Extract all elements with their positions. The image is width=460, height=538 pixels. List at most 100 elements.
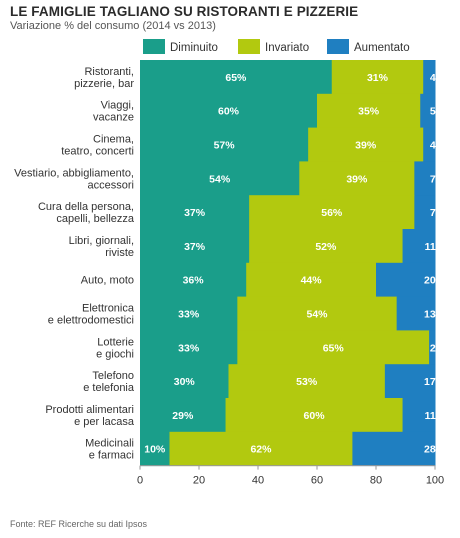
value-label-aumentato-8: 2%: [430, 342, 446, 354]
value-label-diminuito-1: 60%: [218, 106, 240, 118]
value-label-aumentato-3: 7%: [430, 173, 446, 185]
category-label-9-1: e telefonia: [83, 382, 135, 394]
x-tick-label-100: 100: [426, 475, 444, 487]
category-label-0-0: Ristoranti,: [84, 66, 134, 78]
category-label-9-0: Telefono: [92, 370, 134, 382]
bar-diminuito-1: [140, 93, 318, 129]
bar-diminuito-11: [140, 431, 170, 467]
bar-aumentato-6: [376, 262, 436, 298]
category-label-1-1: vacanze: [93, 112, 134, 124]
category-label-8-0: Lotterie: [97, 336, 134, 348]
value-label-diminuito-0: 65%: [225, 72, 247, 84]
value-label-invariato-0: 31%: [367, 72, 389, 84]
category-label-3-1: accessori: [88, 179, 134, 191]
bar-aumentato-9: [384, 364, 436, 399]
bar-invariato-3: [299, 161, 415, 196]
bar-invariato-2: [308, 127, 424, 162]
bar-invariato-8: [237, 330, 430, 365]
legend-label-aumentato: Aumentato: [354, 42, 410, 54]
value-label-diminuito-6: 36%: [183, 275, 205, 287]
value-label-aumentato-10: 11%: [425, 410, 446, 422]
category-label-11-1: e farmaci: [89, 450, 134, 462]
value-label-aumentato-7: 13%: [424, 309, 446, 321]
bar-diminuito-3: [140, 161, 300, 196]
category-label-2-0: Cinema,: [93, 134, 134, 146]
value-label-aumentato-0: 4%: [430, 72, 446, 84]
value-label-invariato-5: 52%: [315, 241, 337, 253]
category-label-4-1: capelli, bellezza: [56, 213, 135, 225]
bar-aumentato-2: [423, 127, 436, 162]
value-label-diminuito-7: 33%: [178, 309, 200, 321]
bar-aumentato-11: [352, 431, 436, 467]
bar-diminuito-7: [140, 296, 238, 331]
value-label-invariato-6: 44%: [301, 275, 323, 287]
bar-invariato-7: [237, 296, 398, 331]
value-label-aumentato-9: 17%: [424, 376, 446, 388]
chart-subtitle: Variazione % del consumo (2014 vs 2013): [10, 20, 216, 32]
bar-invariato-9: [228, 364, 386, 399]
value-label-invariato-2: 39%: [355, 140, 377, 152]
bar-diminuito-0: [140, 60, 333, 95]
bar-diminuito-2: [140, 127, 309, 162]
bar-diminuito-5: [140, 229, 250, 264]
category-label-2-1: teatro, concerti: [61, 146, 134, 158]
value-label-diminuito-3: 54%: [209, 173, 231, 185]
bar-aumentato-10: [402, 398, 436, 433]
x-tick-label-20: 20: [193, 475, 205, 487]
bar-invariato-4: [249, 195, 415, 230]
value-label-diminuito-9: 30%: [174, 376, 196, 388]
category-label-3-0: Vestiario, abbigliamento,: [14, 167, 134, 179]
x-tick-label-80: 80: [370, 475, 382, 487]
bar-invariato-10: [225, 398, 404, 433]
value-label-aumentato-11: 28%: [424, 444, 446, 456]
bar-aumentato-0: [423, 60, 436, 95]
legend-label-invariato: Invariato: [265, 42, 309, 54]
bar-invariato-0: [331, 60, 424, 95]
category-label-11-0: Medicinali: [85, 438, 134, 450]
value-label-invariato-9: 53%: [296, 376, 318, 388]
value-label-aumentato-2: 4%: [430, 140, 446, 152]
value-label-aumentato-1: 5%: [430, 106, 446, 118]
source-note: Fonte: REF Ricerche su dati Ipsos: [10, 519, 148, 529]
legend-swatch-aumentato: [327, 39, 349, 54]
stacked-bar-chart: Diminuito Invariato Aumentato 65% 31% 4% Risto…: [14, 39, 446, 487]
value-label-diminuito-8: 33%: [178, 342, 200, 354]
category-label-0-1: pizzerie, bar: [74, 78, 134, 90]
category-label-1-0: Viaggi,: [101, 100, 134, 112]
value-label-invariato-7: 54%: [306, 309, 328, 321]
category-label-4-0: Cura della persona,: [38, 201, 134, 213]
value-label-invariato-3: 39%: [346, 173, 368, 185]
value-label-diminuito-4: 37%: [184, 207, 206, 219]
bar-invariato-1: [317, 93, 421, 129]
value-label-invariato-1: 35%: [358, 106, 380, 118]
bar-diminuito-6: [140, 262, 247, 298]
bar-aumentato-3: [414, 161, 436, 196]
category-label-5-0: Libri, giornali,: [69, 235, 134, 247]
value-label-aumentato-4: 7%: [430, 207, 446, 219]
x-tick-label-40: 40: [252, 475, 264, 487]
bar-diminuito-4: [140, 195, 250, 230]
bar-invariato-5: [249, 229, 404, 264]
value-label-diminuito-2: 57%: [214, 140, 236, 152]
bar-aumentato-8: [429, 330, 436, 365]
value-label-diminuito-5: 37%: [184, 241, 206, 253]
legend-swatch-invariato: [238, 39, 260, 54]
value-label-diminuito-11: 10%: [144, 444, 166, 456]
value-label-aumentato-5: 11%: [425, 241, 446, 253]
bar-invariato-11: [169, 431, 353, 467]
x-tick-label-0: 0: [137, 475, 143, 487]
x-tick-label-60: 60: [311, 475, 323, 487]
value-label-invariato-8: 65%: [323, 342, 345, 354]
category-label-7-1: e elettrodomestici: [48, 315, 134, 327]
bar-aumentato-4: [414, 195, 436, 230]
value-label-diminuito-10: 29%: [172, 410, 194, 422]
legend-label-diminuito: Diminuito: [170, 42, 218, 54]
bar-diminuito-8: [140, 330, 238, 365]
chart-title: LE FAMIGLIE TAGLIANO SU RISTORANTI E PIZ…: [10, 4, 359, 19]
bar-aumentato-1: [420, 93, 436, 129]
category-label-10-1: e per lacasa: [74, 416, 135, 428]
value-label-invariato-4: 56%: [321, 207, 343, 219]
value-label-invariato-10: 60%: [304, 410, 326, 422]
bar-diminuito-10: [140, 398, 227, 433]
category-label-10-0: Prodotti alimentari: [45, 404, 134, 416]
